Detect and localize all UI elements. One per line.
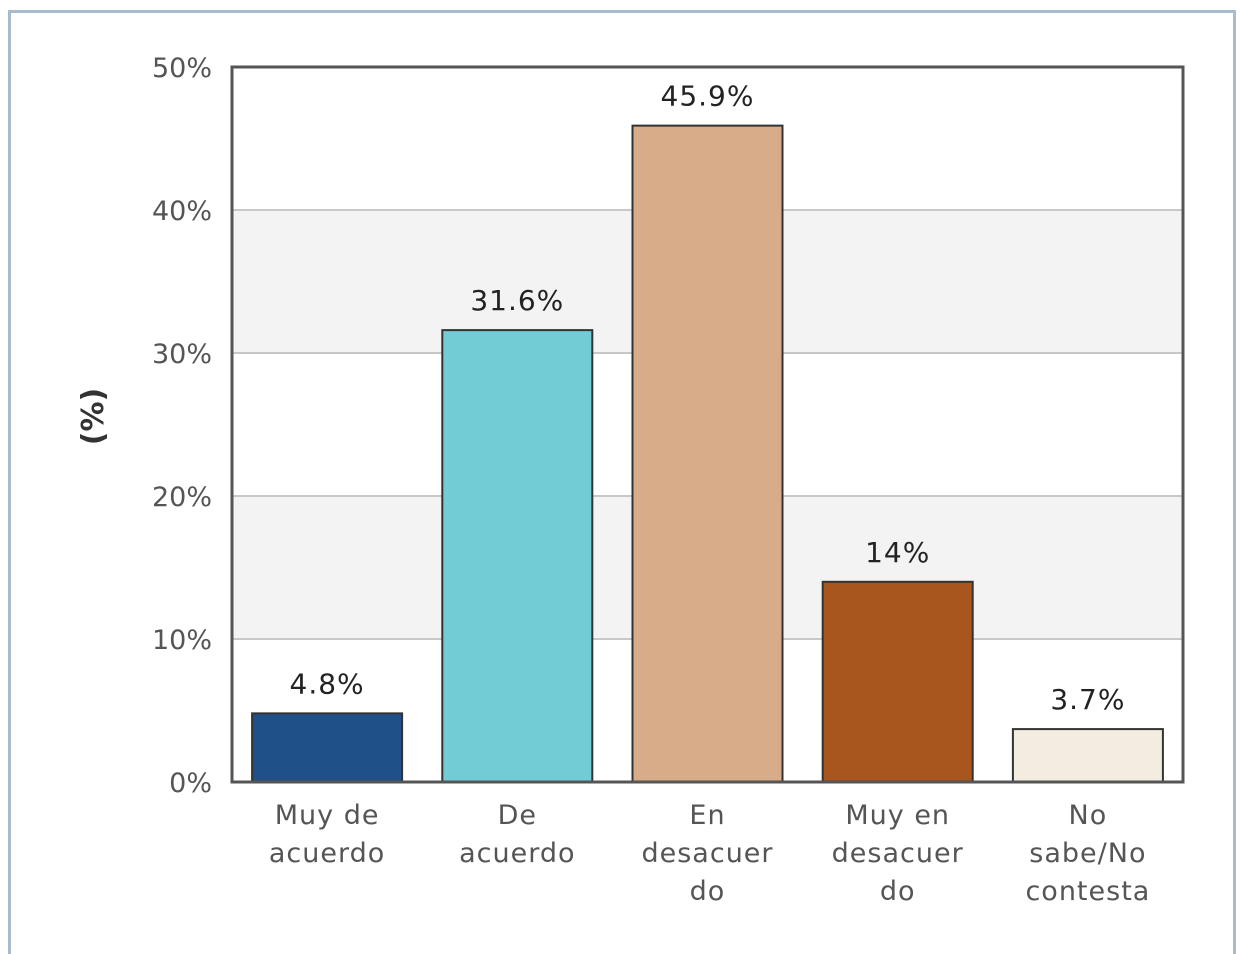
y-tick-labels: 0% 10% 20% 30% 40% 50% [152,53,212,799]
chart-frame [8,10,1236,954]
y-tick-label: 40% [152,196,212,227]
value-label: 3.7% [1050,683,1125,716]
bar [821,580,974,783]
category-label: No sabe/No contesta [1025,800,1150,907]
y-axis-label: (%) [76,388,111,445]
category-label: Muy de acuerdo [269,800,385,869]
value-labels: 4.8% 31.6% 45.9% 14% 3.7% [290,80,1125,716]
category-label: Muy en desacuer do [832,800,964,907]
value-label: 4.8% [290,667,365,700]
category-labels: Muy de acuerdo De acuerdo En desacuer do Muy en… [269,800,1150,907]
y-tick-label: 20% [152,482,212,513]
category-label: De acuerdo [459,800,575,869]
bar [251,712,404,783]
bars [251,124,1164,784]
bar [1011,728,1164,784]
y-tick-label: 0% [169,768,212,799]
bar [631,124,784,783]
y-tick-label: 30% [152,339,212,370]
value-label: 14% [865,536,930,569]
value-label: 31.6% [470,284,564,317]
y-tick-label: 50% [152,53,212,84]
y-tick-label: 10% [152,625,212,656]
bar [441,329,594,783]
category-label: En desacuer do [641,800,773,907]
plot-border [230,65,1185,784]
value-label: 45.9% [661,80,755,113]
